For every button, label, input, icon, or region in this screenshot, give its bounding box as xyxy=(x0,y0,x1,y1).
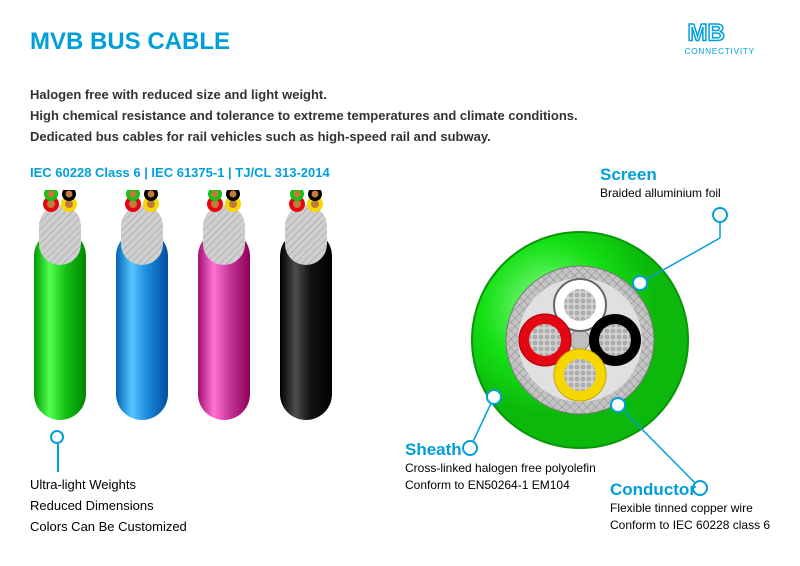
cable-variants-row xyxy=(30,190,336,420)
brand-logo: MB CONNECTIVITY xyxy=(680,18,770,68)
label-sheath-title: Sheath xyxy=(405,440,596,460)
label-screen: Screen Braided alluminium foil xyxy=(600,165,721,202)
desc-line-2: High chemical resistance and tolerance t… xyxy=(30,106,578,127)
label-screen-sub: Braided alluminium foil xyxy=(600,185,721,202)
feature-1: Ultra-light Weights xyxy=(30,475,187,496)
label-conductor-sub1: Flexible tinned copper wire xyxy=(610,500,770,517)
description-block: Halogen free with reduced size and light… xyxy=(30,85,578,147)
logo-text-bottom: CONNECTIVITY xyxy=(685,47,755,56)
feature-3: Colors Can Be Customized xyxy=(30,517,187,538)
desc-line-3: Dedicated bus cables for rail vehicles s… xyxy=(30,127,578,148)
label-conductor-sub2: Conform to IEC 60228 class 6 xyxy=(610,517,770,534)
standards-line: IEC 60228 Class 6 | IEC 61375-1 | TJ/CL … xyxy=(30,165,330,180)
cable-variant-3 xyxy=(276,190,336,420)
core-bottom xyxy=(554,349,606,401)
label-screen-title: Screen xyxy=(600,165,721,185)
label-sheath-sub1: Cross-linked halogen free polyolefin xyxy=(405,460,596,477)
cable-variant-2 xyxy=(194,190,254,420)
label-sheath-sub2: Conform to EN50264-1 EM104 xyxy=(405,477,596,494)
label-conductor-title: Conductor xyxy=(610,480,770,500)
desc-line-1: Halogen free with reduced size and light… xyxy=(30,85,578,106)
label-conductor: Conductor Flexible tinned copper wire Co… xyxy=(610,480,770,534)
callout-line xyxy=(57,444,59,472)
cable-variant-1 xyxy=(112,190,172,420)
feature-2: Reduced Dimensions xyxy=(30,496,187,517)
logo-text-top: MB xyxy=(688,20,725,47)
cable-cross-section xyxy=(460,220,700,465)
callout-dot-icon xyxy=(50,430,64,444)
label-sheath: Sheath Cross-linked halogen free polyole… xyxy=(405,440,596,494)
features-list: Ultra-light Weights Reduced Dimensions C… xyxy=(30,475,187,537)
center-filler xyxy=(570,330,590,350)
cable-variant-0 xyxy=(30,190,90,420)
page-title: MVB BUS CABLE xyxy=(30,28,230,56)
